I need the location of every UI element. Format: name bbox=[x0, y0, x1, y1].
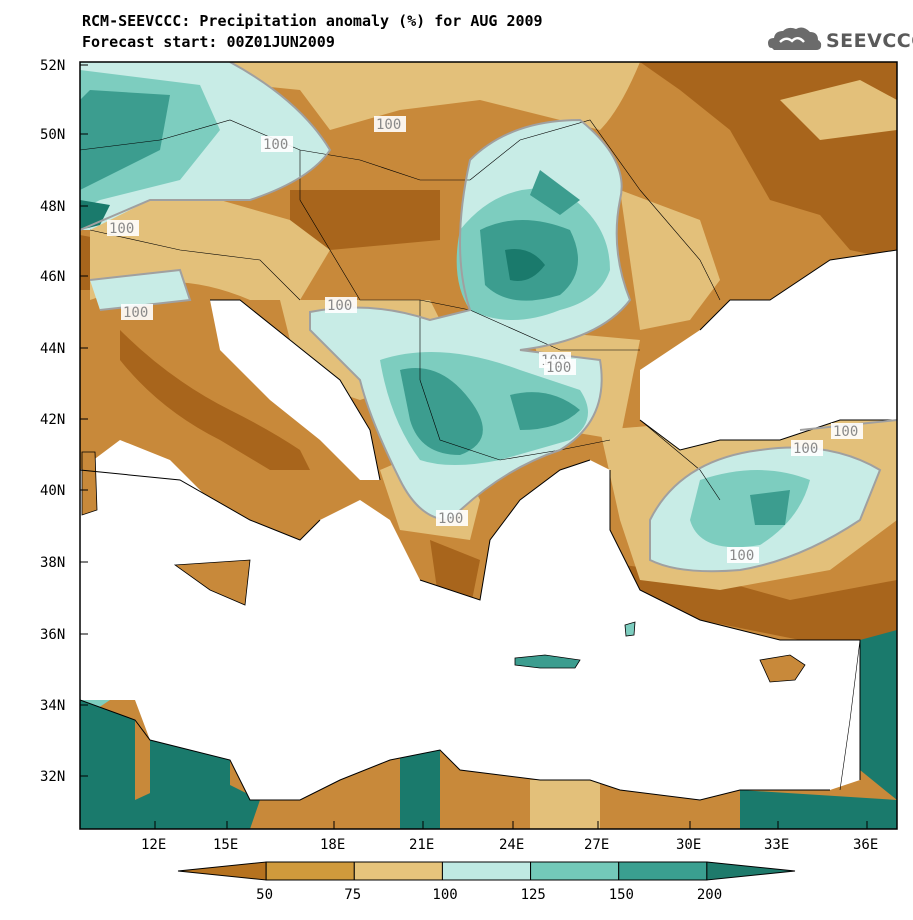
lon-tick-label: 12E bbox=[141, 837, 166, 853]
lat-tick-label: 50N bbox=[40, 127, 65, 143]
sicily-island bbox=[173, 559, 251, 606]
contour-label: 100 bbox=[833, 424, 858, 440]
tyrrhenian-sea bbox=[80, 440, 240, 600]
colorbar: 50 75 100 125 150 200 bbox=[177, 861, 796, 903]
lat-tick-label: 46N bbox=[40, 269, 65, 285]
colorbar-segment bbox=[530, 861, 620, 881]
colorbar-segment bbox=[441, 861, 532, 881]
lon-tick-label: 27E bbox=[584, 837, 609, 853]
colorbar-segment bbox=[353, 861, 443, 881]
colorbar-tick-label: 100 bbox=[432, 887, 457, 903]
lon-tick-label: 33E bbox=[764, 837, 789, 853]
contour-label: 100 bbox=[263, 137, 288, 153]
contour-label: 100 bbox=[793, 441, 818, 457]
cyprus-island bbox=[759, 654, 806, 683]
black-sea bbox=[640, 250, 897, 450]
islands bbox=[81, 451, 806, 683]
lat-tick-label: 36N bbox=[40, 627, 65, 643]
country-borders bbox=[80, 119, 861, 791]
colorbar-segment bbox=[618, 861, 708, 881]
colorbar-tick-label: 50 bbox=[256, 887, 273, 903]
contour-label: 100 bbox=[546, 360, 571, 376]
lat-tick-label: 48N bbox=[40, 199, 65, 215]
cloud-logo-icon bbox=[768, 27, 822, 50]
colorbar-tick-label: 75 bbox=[344, 887, 361, 903]
lon-tick-label: 36E bbox=[853, 837, 878, 853]
contour-label: 100 bbox=[438, 511, 463, 527]
map-frame bbox=[79, 61, 898, 830]
contour-label-group: 100100100100100100100100100100100 bbox=[107, 116, 863, 564]
mediterranean-sea bbox=[80, 460, 860, 800]
coastlines bbox=[80, 249, 897, 801]
lat-tick-label: 38N bbox=[40, 555, 65, 571]
lon-tick-label: 30E bbox=[676, 837, 701, 853]
latitude-axis: 52N 50N 48N 46N 44N 42N 40N 38N 36N 34N 32N bbox=[40, 58, 88, 785]
colorbar-segment bbox=[265, 861, 355, 881]
contour-label: 100 bbox=[123, 305, 148, 321]
colorbar-tick-label: 125 bbox=[521, 887, 546, 903]
contour-label: 100 bbox=[109, 221, 134, 237]
longitude-axis: 12E 15E 18E 21E 24E 27E 30E 33E 36E bbox=[141, 821, 878, 853]
map-title: RCM-SEEVCCC: Precipitation anomaly (%) f… bbox=[82, 12, 543, 30]
rhodes-island bbox=[624, 621, 636, 637]
lon-tick-label: 15E bbox=[213, 837, 238, 853]
map-field bbox=[80, 62, 897, 829]
colorbar-tick-label: 200 bbox=[697, 887, 722, 903]
logo-text: SEEVCCC bbox=[826, 30, 913, 52]
contour-label: 100 bbox=[729, 548, 754, 564]
extreme-wet-regions bbox=[80, 200, 897, 829]
lat-tick-label: 32N bbox=[40, 769, 65, 785]
colorbar-segment bbox=[177, 861, 267, 881]
lat-tick-label: 52N bbox=[40, 58, 65, 74]
colorbar-segment bbox=[706, 861, 796, 881]
contour-label: 100 bbox=[376, 117, 401, 133]
lat-tick-label: 44N bbox=[40, 341, 65, 357]
lon-tick-label: 18E bbox=[320, 837, 345, 853]
adriatic-sea bbox=[210, 300, 380, 480]
forecast-start-subtitle: Forecast start: 00Z01JUN2009 bbox=[82, 33, 335, 51]
contour-lines-100 bbox=[80, 62, 897, 573]
lat-tick-label: 42N bbox=[40, 412, 65, 428]
sea-areas bbox=[80, 250, 897, 800]
lat-tick-label: 34N bbox=[40, 698, 65, 714]
colorbar-tick-label: 150 bbox=[609, 887, 634, 903]
very-wet-regions bbox=[80, 90, 790, 525]
lon-tick-label: 24E bbox=[499, 837, 524, 853]
lon-tick-label: 21E bbox=[409, 837, 434, 853]
lat-tick-label: 40N bbox=[40, 483, 65, 499]
contour-label: 100 bbox=[327, 298, 352, 314]
crete-island bbox=[514, 654, 581, 669]
sardinia-island bbox=[81, 451, 98, 516]
